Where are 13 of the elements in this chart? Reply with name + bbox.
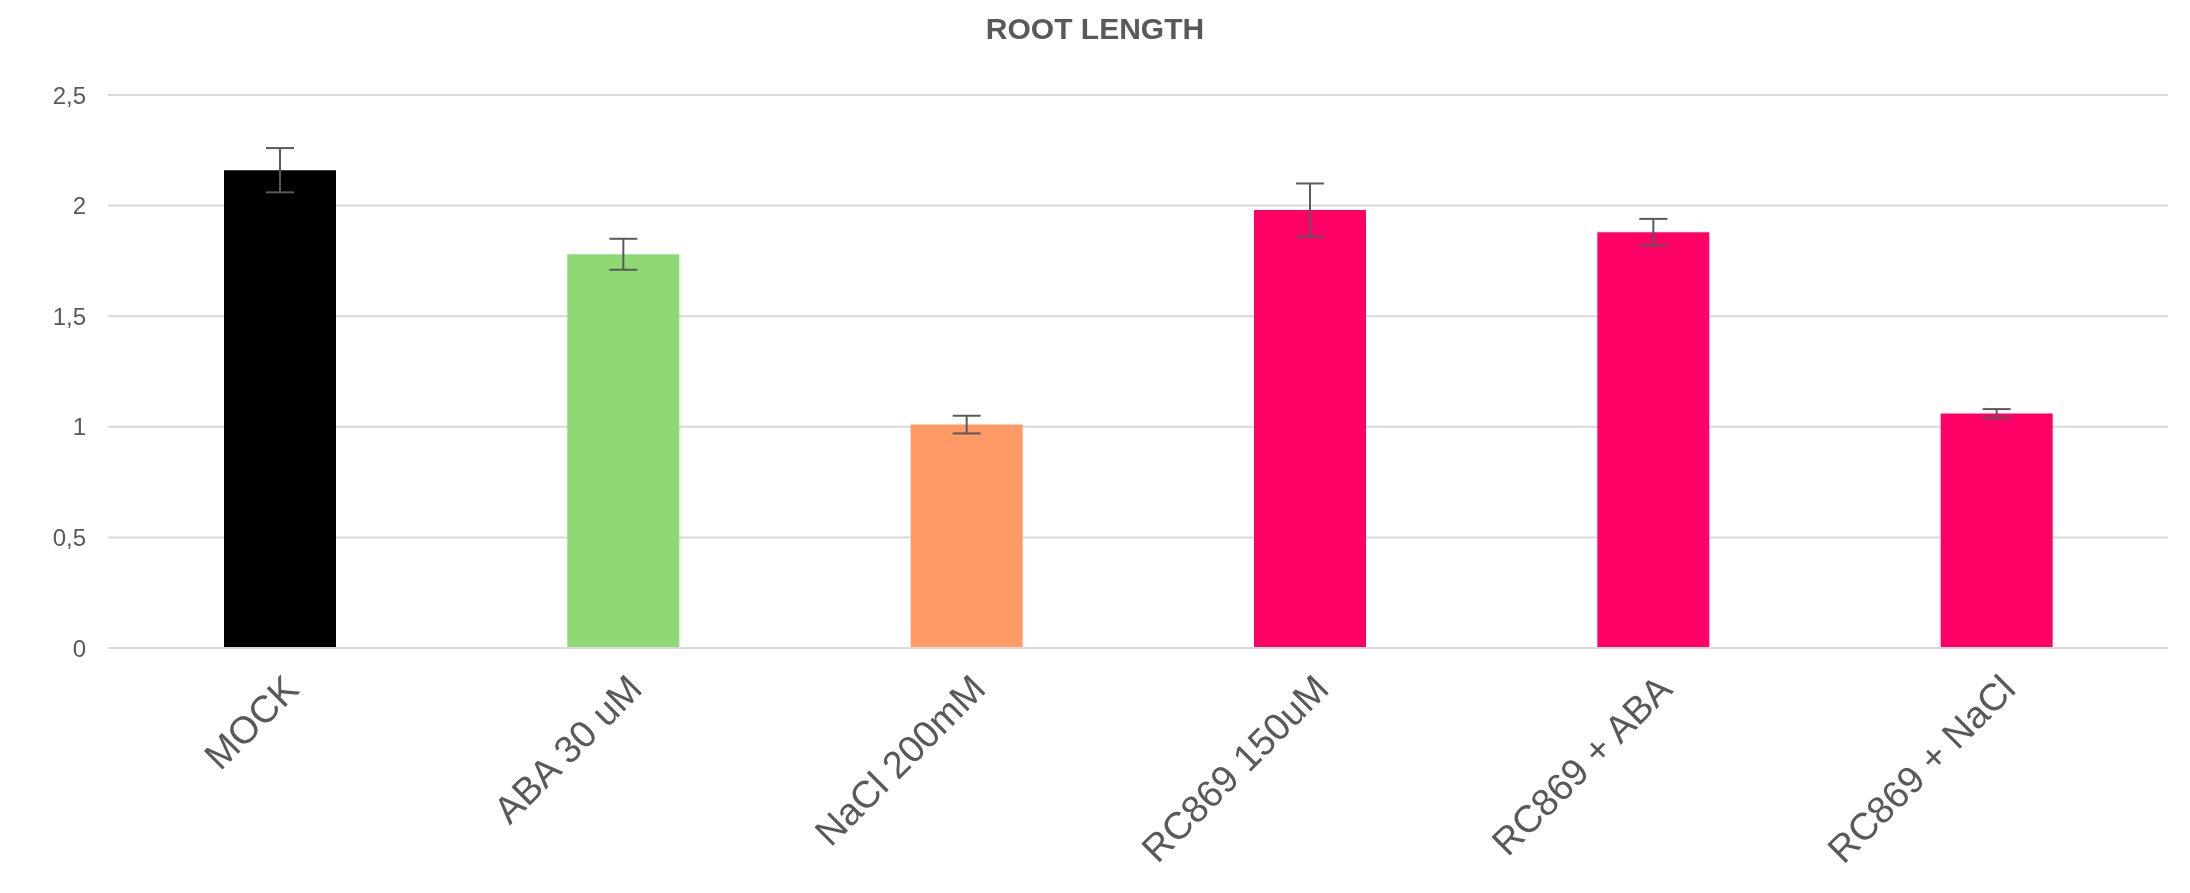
y-tick-label: 1	[72, 413, 86, 441]
bar	[224, 170, 336, 648]
y-tick-label: 0	[72, 634, 86, 662]
y-tick-label: 2,5	[52, 81, 86, 109]
y-tick-label: 2	[72, 192, 86, 220]
bar	[1254, 210, 1366, 648]
chart-title: ROOT LENGTH	[984, 12, 1206, 46]
bar	[910, 424, 1023, 648]
bar	[1940, 413, 2053, 648]
y-tick-label: 1,5	[52, 302, 86, 330]
bar	[1597, 232, 1710, 648]
bar	[567, 254, 680, 648]
y-tick-label: 0,5	[52, 523, 86, 551]
